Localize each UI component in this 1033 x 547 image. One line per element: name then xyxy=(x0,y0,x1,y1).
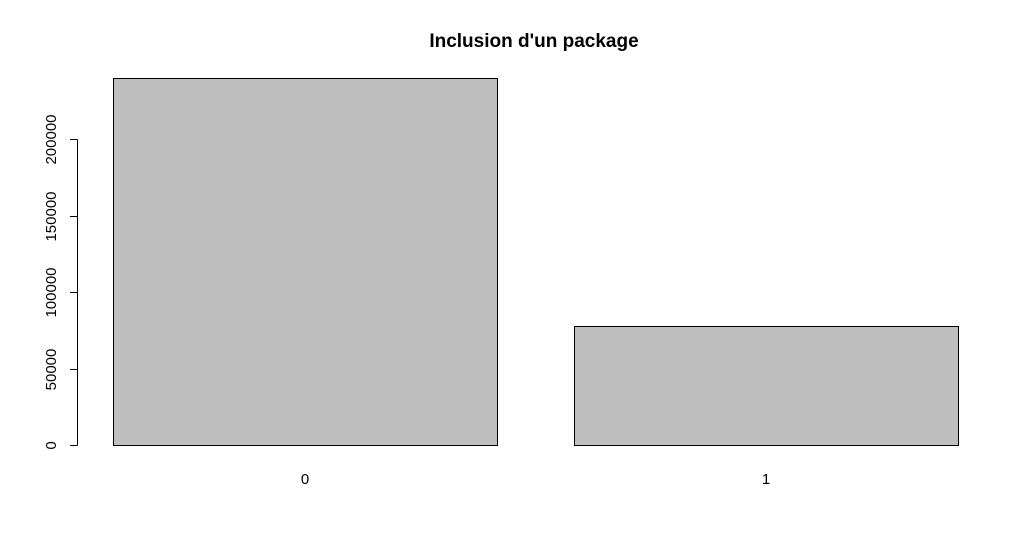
y-tick-label-100000: 100000 xyxy=(43,267,60,317)
x-tick-label-0: 0 xyxy=(301,471,309,488)
y-tick-label-50000: 50000 xyxy=(43,349,60,391)
bars-layer xyxy=(113,78,959,446)
y-tick-label-200000: 200000 xyxy=(43,114,60,164)
bar-1 xyxy=(574,326,959,446)
chart-title: Inclusion d'un package xyxy=(429,31,638,52)
y-tick-label-150000: 150000 xyxy=(43,191,60,241)
x-tick-label-1: 1 xyxy=(762,471,770,488)
y-axis: 0 50000 100000 150000 200000 xyxy=(43,114,78,450)
bar-0 xyxy=(113,78,498,446)
y-tick-label-0: 0 xyxy=(43,441,60,449)
